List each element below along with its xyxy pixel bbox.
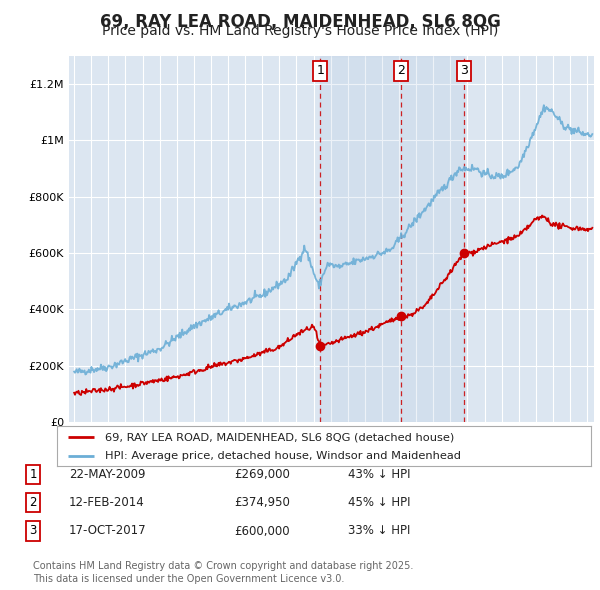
Text: 45% ↓ HPI: 45% ↓ HPI — [348, 496, 410, 509]
Text: £269,000: £269,000 — [234, 468, 290, 481]
Text: 2: 2 — [397, 64, 405, 77]
Text: 22-MAY-2009: 22-MAY-2009 — [69, 468, 146, 481]
Text: Contains HM Land Registry data © Crown copyright and database right 2025.
This d: Contains HM Land Registry data © Crown c… — [33, 561, 413, 584]
Text: HPI: Average price, detached house, Windsor and Maidenhead: HPI: Average price, detached house, Wind… — [105, 451, 461, 461]
Text: 17-OCT-2017: 17-OCT-2017 — [69, 525, 146, 537]
Text: £600,000: £600,000 — [234, 525, 290, 537]
Text: 33% ↓ HPI: 33% ↓ HPI — [348, 525, 410, 537]
Text: Price paid vs. HM Land Registry's House Price Index (HPI): Price paid vs. HM Land Registry's House … — [102, 24, 498, 38]
Text: 3: 3 — [29, 525, 37, 537]
Text: £374,950: £374,950 — [234, 496, 290, 509]
Text: 1: 1 — [29, 468, 37, 481]
Text: 69, RAY LEA ROAD, MAIDENHEAD, SL6 8QG (detached house): 69, RAY LEA ROAD, MAIDENHEAD, SL6 8QG (d… — [105, 432, 454, 442]
Text: 43% ↓ HPI: 43% ↓ HPI — [348, 468, 410, 481]
Text: 2: 2 — [29, 496, 37, 509]
Text: 3: 3 — [460, 64, 468, 77]
Text: 1: 1 — [316, 64, 324, 77]
Bar — [320, 56, 464, 422]
Text: 12-FEB-2014: 12-FEB-2014 — [69, 496, 145, 509]
Text: 69, RAY LEA ROAD, MAIDENHEAD, SL6 8QG: 69, RAY LEA ROAD, MAIDENHEAD, SL6 8QG — [100, 13, 500, 31]
